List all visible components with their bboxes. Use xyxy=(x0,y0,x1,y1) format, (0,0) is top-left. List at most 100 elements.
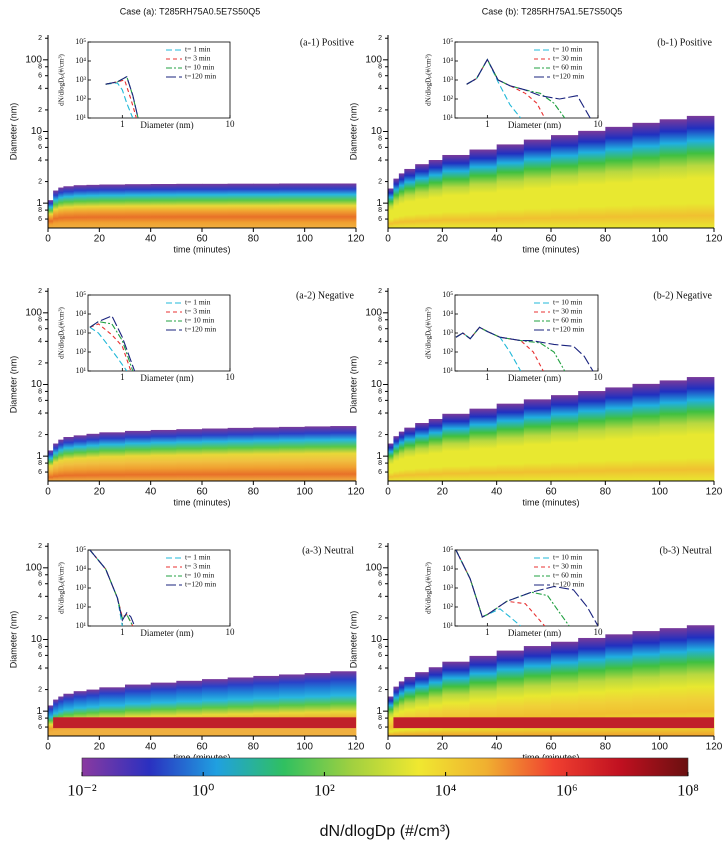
heatmap-column xyxy=(304,426,331,481)
inset-x-axis-label: Diameter (nm) xyxy=(140,373,193,383)
y-tick-label: 6 xyxy=(38,469,42,476)
heatmap-column xyxy=(86,184,100,228)
heatmap-column xyxy=(551,135,579,228)
inset-background xyxy=(87,41,231,119)
panel-label: (b-3) Neutral xyxy=(660,545,713,556)
heatmap-column xyxy=(86,689,100,736)
y-tick-label: 10 xyxy=(371,126,383,137)
panel-label: (b-1) Positive xyxy=(657,37,712,48)
x-tick-label: 20 xyxy=(437,487,449,498)
heatmap-column xyxy=(415,423,430,481)
x-tick-label: 120 xyxy=(348,234,365,245)
inset-y-tick-label: 10² xyxy=(443,347,454,356)
heatmap-column xyxy=(227,427,254,481)
heatmap-column xyxy=(86,433,100,481)
y-tick-label: 2 xyxy=(38,686,42,693)
heatmap-column xyxy=(279,183,306,228)
y-tick-label: 2 xyxy=(378,431,382,438)
inset-x-tick-label: 10 xyxy=(594,372,604,382)
y-tick-label: 1 xyxy=(36,198,42,209)
inset-y-axis-label: dN/dlogDₚ(#/cm³) xyxy=(425,53,433,105)
heatmap-column xyxy=(523,399,552,481)
heatmap-column xyxy=(428,160,443,228)
y-tick-label: 6 xyxy=(378,724,382,731)
heatmap-column xyxy=(330,183,357,228)
panel-label: (a-1) Positive xyxy=(300,37,355,48)
y-tick-label: 8 xyxy=(378,460,382,467)
y-tick-label: 8 xyxy=(38,135,42,142)
heatmap-column xyxy=(398,431,405,481)
inset-x-tick-label: 10 xyxy=(594,119,604,129)
y-tick-label: 6 xyxy=(38,326,42,333)
heatmap-column xyxy=(632,122,661,228)
y-tick-label: 8 xyxy=(378,643,382,650)
inset-x-tick-label: 10 xyxy=(226,119,236,129)
y-tick-label: 2 xyxy=(378,615,382,622)
legend-label: t=120 min xyxy=(185,72,216,81)
heatmap-column xyxy=(73,691,87,736)
heatmap-column xyxy=(58,696,64,736)
heatmap-column xyxy=(523,139,552,228)
heatmap-column xyxy=(442,154,470,228)
x-axis-label: time (minutes) xyxy=(173,244,230,254)
y-tick-label: 2 xyxy=(38,543,42,550)
legend-label: t= 30 min xyxy=(553,307,582,316)
heatmap-column xyxy=(99,687,126,736)
x-tick-label: 20 xyxy=(94,234,106,245)
inset-y-tick-label: 10⁵ xyxy=(442,290,453,299)
y-tick-label: 6 xyxy=(38,144,42,151)
colorbar-tick-label: 10⁴ xyxy=(435,783,457,800)
legend-label: t= 60 min xyxy=(553,571,582,580)
x-axis-label: time (minutes) xyxy=(522,244,579,254)
y-axis-label: Diameter (nm) xyxy=(348,356,358,414)
heatmap-column xyxy=(578,130,606,228)
inset-y-tick-label: 10⁵ xyxy=(442,545,453,554)
inset-line xyxy=(89,323,132,371)
inset-line xyxy=(105,82,134,118)
inset-y-tick-label: 10³ xyxy=(443,583,454,592)
y-tick-label: 6 xyxy=(378,397,382,404)
x-tick-label: 0 xyxy=(385,487,391,498)
column-title: Case (a): T285RH75A0.5E7S50Q5 xyxy=(120,6,260,16)
x-tick-label: 120 xyxy=(348,742,365,753)
colorbar-tick-label: 10⁸ xyxy=(677,783,699,800)
heatmap-column xyxy=(428,418,443,481)
y-tick-label: 4 xyxy=(38,85,42,92)
heatmap-column xyxy=(73,185,87,228)
y-tick-label: 2 xyxy=(378,360,382,367)
heatmap-column xyxy=(398,173,405,228)
x-tick-label: 60 xyxy=(196,487,208,498)
heatmap-column xyxy=(388,696,394,736)
inset-y-tick-label: 10¹ xyxy=(76,366,87,375)
legend-label: t= 60 min xyxy=(553,63,582,72)
x-tick-label: 80 xyxy=(248,234,260,245)
heatmap-column xyxy=(176,183,203,228)
heatmap-column xyxy=(393,436,400,481)
heatmap-column xyxy=(415,164,430,228)
y-tick-label: 4 xyxy=(378,338,382,345)
heatmap-column xyxy=(63,437,75,481)
colorbar-tick-label: 10⁰ xyxy=(192,783,214,800)
legend-label: t= 10 min xyxy=(553,45,582,54)
inset-line xyxy=(89,550,136,626)
heatmap-column xyxy=(686,377,715,481)
y-tick-label: 8 xyxy=(378,388,382,395)
inset-y-tick-label: 10⁵ xyxy=(75,545,86,554)
inset-line xyxy=(105,75,139,118)
heatmap-column xyxy=(404,676,416,736)
heatmap-column xyxy=(404,427,416,481)
y-tick-label: 2 xyxy=(378,543,382,550)
y-tick-label: 6 xyxy=(378,326,382,333)
heatmap-column xyxy=(304,183,331,228)
y-tick-label: 1 xyxy=(376,706,382,717)
x-tick-label: 120 xyxy=(706,742,723,753)
heatmap-column xyxy=(53,190,59,228)
y-tick-label: 4 xyxy=(378,665,382,672)
y-tick-label: 10 xyxy=(31,379,43,390)
inset-background xyxy=(454,294,599,372)
y-tick-label: 4 xyxy=(38,338,42,345)
y-tick-label: 4 xyxy=(378,593,382,600)
heatmap-column xyxy=(551,395,579,481)
heatmap-column xyxy=(48,705,54,736)
x-tick-label: 20 xyxy=(437,234,449,245)
